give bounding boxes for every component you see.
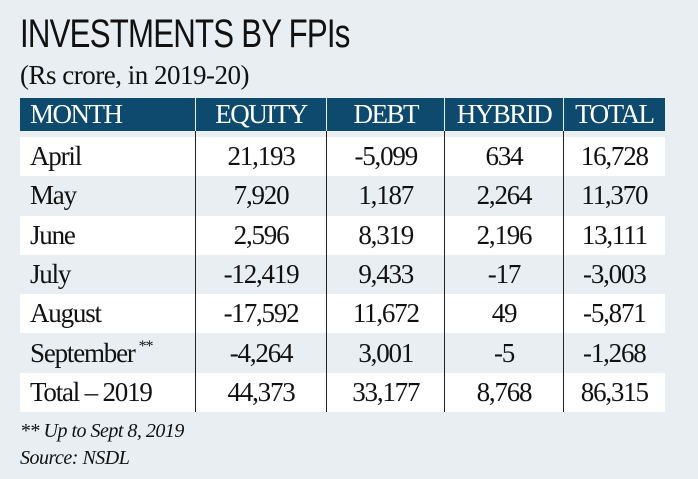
table-row: April 21,193 -5,099 634 16,728 xyxy=(20,137,665,177)
table-row: May 7,920 1,187 2,264 11,370 xyxy=(20,176,665,216)
value-cell-hybrid: -5 xyxy=(444,333,562,373)
column-header: DEBT xyxy=(326,98,444,131)
value-cell-hybrid: 8,768 xyxy=(444,372,562,413)
table-row: Total – 2019 44,373 33,177 8,768 86,315 xyxy=(20,372,665,413)
month-label: June xyxy=(30,219,76,250)
table-row: August -17,592 11,672 49 -5,871 xyxy=(20,294,665,334)
value-cell-total: 86,315 xyxy=(562,372,665,413)
month-cell: May xyxy=(20,176,195,215)
month-label: September xyxy=(30,337,136,368)
fpi-table: MONTH EQUITY DEBT HYBRID TOTAL April 21,1… xyxy=(20,98,665,413)
value-cell-debt: 11,672 xyxy=(326,294,444,334)
value-cell-debt: 1,187 xyxy=(326,176,444,216)
subtitle: (Rs crore, in 2019-20) xyxy=(20,60,249,90)
value-cell-hybrid: 2,196 xyxy=(444,215,562,255)
value-cell-total: 13,111 xyxy=(562,215,665,255)
value-cell-equity: -4,264 xyxy=(194,333,326,373)
divider xyxy=(20,131,665,137)
value-cell-debt: 33,177 xyxy=(326,372,444,413)
table-header: MONTH EQUITY DEBT HYBRID TOTAL xyxy=(20,98,665,131)
value-cell-equity: -17,592 xyxy=(194,294,326,334)
source: Source: NSDL xyxy=(20,447,130,469)
month-cell: Total – 2019 xyxy=(20,373,195,412)
month-label: August xyxy=(30,298,102,329)
month-cell: September ** xyxy=(20,333,195,372)
column-header: EQUITY xyxy=(194,98,326,131)
value-cell-total: 11,370 xyxy=(562,176,665,216)
value-cell-debt: 9,433 xyxy=(326,254,444,295)
value-cell-total: -3,003 xyxy=(562,254,665,295)
table-row: July -12,419 9,433 -17 -3,003 xyxy=(20,254,665,295)
value-cell-equity: 44,373 xyxy=(194,372,326,413)
month-cell: August xyxy=(20,294,195,333)
footnote-mark: ** xyxy=(138,338,154,356)
month-cell: July xyxy=(20,255,195,294)
footnote: ** Up to Sept 8, 2019 xyxy=(20,420,184,442)
column-header: TOTAL xyxy=(562,98,665,131)
title: INVESTMENTS BY FPIs xyxy=(20,12,350,56)
month-label: July xyxy=(30,259,71,290)
column-header: HYBRID xyxy=(444,98,562,131)
value-cell-equity: -12,419 xyxy=(194,254,326,295)
value-cell-hybrid: 634 xyxy=(444,137,562,177)
value-cell-total: -1,268 xyxy=(562,333,665,373)
value-cell-debt: 8,319 xyxy=(326,215,444,255)
value-cell-hybrid: 2,264 xyxy=(444,176,562,216)
value-cell-debt: 3,001 xyxy=(326,333,444,373)
column-header: MONTH xyxy=(30,99,123,129)
table-row: September ** -4,264 3,001 -5 -1,268 xyxy=(20,333,665,373)
value-cell-total: -5,871 xyxy=(562,294,665,334)
value-cell-debt: -5,099 xyxy=(326,137,444,177)
month-label: April xyxy=(30,141,82,172)
month-cell: June xyxy=(20,216,195,255)
table-row: June 2,596 8,319 2,196 13,111 xyxy=(20,215,665,255)
value-cell-equity: 2,596 xyxy=(194,215,326,255)
month-label: Total – 2019 xyxy=(30,376,153,407)
month-label: May xyxy=(30,180,77,211)
value-cell-total: 16,728 xyxy=(562,137,665,177)
value-cell-hybrid: 49 xyxy=(444,294,562,334)
value-cell-hybrid: -17 xyxy=(444,254,562,295)
value-cell-equity: 21,193 xyxy=(194,137,326,177)
value-cell-equity: 7,920 xyxy=(194,176,326,216)
month-cell: April xyxy=(20,137,195,176)
